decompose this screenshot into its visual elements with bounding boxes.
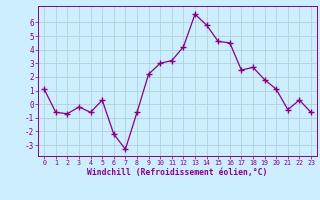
X-axis label: Windchill (Refroidissement éolien,°C): Windchill (Refroidissement éolien,°C) [87,168,268,177]
